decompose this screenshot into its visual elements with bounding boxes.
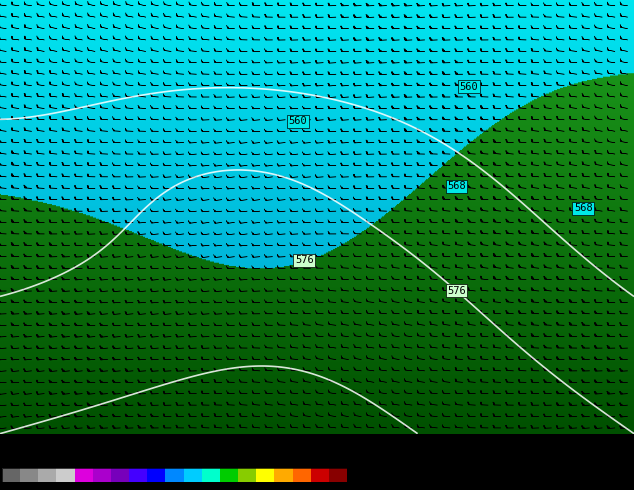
Text: 568: 568 [574,203,593,213]
Bar [202,468,220,482]
Text: -18: -18 [110,483,124,490]
Bar [292,468,311,482]
Bar [256,468,275,482]
Text: 24: 24 [246,483,256,490]
Text: 560: 560 [460,82,479,92]
Text: Tu 04-06-2024 00:00 UTC (00+144): Tu 04-06-2024 00:00 UTC (00+144) [392,436,620,449]
Bar [20,468,38,482]
Text: -30: -30 [72,483,86,490]
Bar [2,468,20,482]
Text: 12: 12 [208,483,217,490]
Text: -42: -42 [33,483,48,490]
Bar [111,468,129,482]
Bar [129,468,147,482]
Text: 568: 568 [447,181,466,192]
Text: -24: -24 [91,483,105,490]
Text: -48: -48 [14,483,29,490]
Text: © weatheronline.co.uk: © weatheronline.co.uk [440,452,582,462]
Text: -8: -8 [150,483,160,490]
Bar [329,468,347,482]
Text: 42: 42 [304,483,314,490]
Text: 30: 30 [266,483,275,490]
Text: 576: 576 [447,286,466,295]
Text: 54: 54 [342,483,352,490]
Bar [275,468,292,482]
Bar [56,468,75,482]
Text: 38: 38 [285,483,294,490]
Bar [220,468,238,482]
Text: 48: 48 [323,483,333,490]
Text: 560: 560 [288,117,307,126]
Text: Height/Temp. 500 hPa [gdmp][°C] ECMWF: Height/Temp. 500 hPa [gdmp][°C] ECMWF [2,436,266,449]
Text: -38: -38 [52,483,67,490]
Bar [184,468,202,482]
Bar [75,468,93,482]
Text: -54: -54 [0,483,10,490]
Bar [2,468,347,482]
Bar [93,468,111,482]
Text: 0: 0 [172,483,177,490]
Bar [238,468,256,482]
Bar [147,468,165,482]
Text: 576: 576 [295,255,314,265]
Text: -12: -12 [129,483,143,490]
Text: 18: 18 [227,483,237,490]
Text: 8: 8 [191,483,196,490]
Bar [165,468,184,482]
Bar [311,468,329,482]
Bar [38,468,56,482]
